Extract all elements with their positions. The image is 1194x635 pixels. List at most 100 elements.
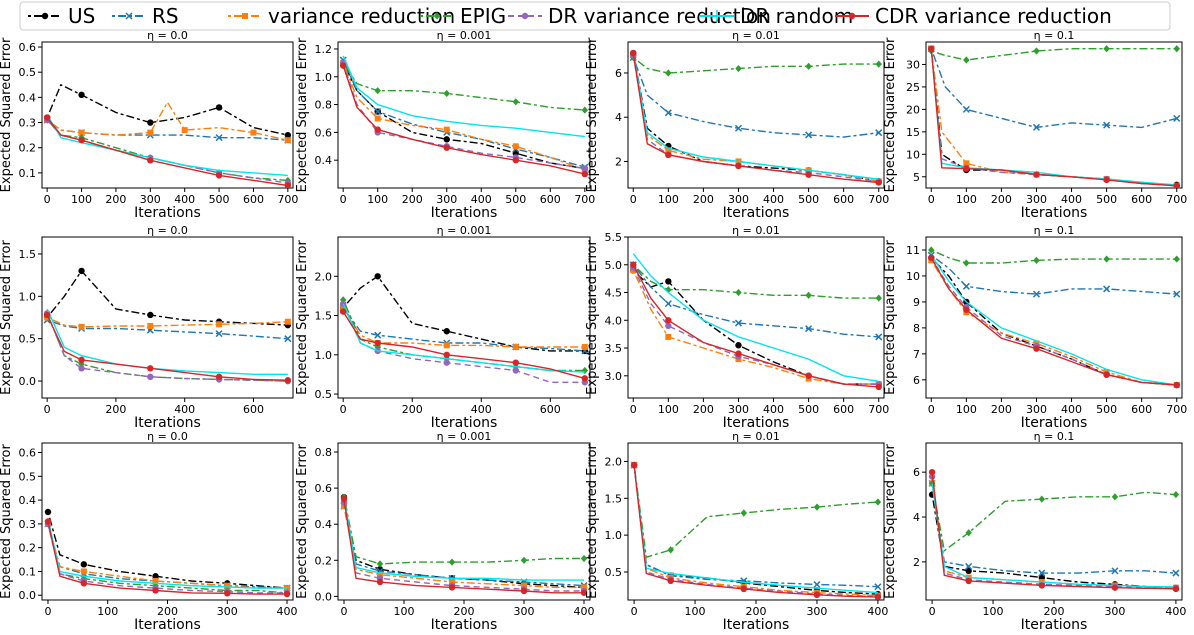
series-line [344, 497, 584, 564]
data-point [513, 359, 519, 365]
series-line [47, 115, 288, 175]
data-point [875, 498, 881, 505]
series-line [931, 258, 1176, 385]
data-point [147, 323, 153, 329]
panel-title: η = 0.01 [732, 29, 780, 42]
y-tick-label: 7 [913, 348, 920, 361]
series-epig [929, 480, 1179, 551]
y-tick-label: 0.3 [19, 518, 37, 531]
y-tick-label: 5.5 [605, 231, 623, 244]
plot-frame [42, 443, 293, 600]
series-line [343, 56, 585, 137]
data-point [374, 273, 380, 279]
legend-marker [522, 13, 528, 19]
data-point [741, 586, 747, 592]
x-axis-label: Iterations [431, 617, 498, 631]
data-point [965, 578, 971, 584]
data-point [374, 126, 380, 132]
x-tick-label: 600 [243, 193, 264, 206]
y-tick-label: 4 [615, 111, 622, 124]
data-point [1033, 47, 1039, 54]
data-point [444, 144, 450, 150]
y-tick-label: 0.2 [19, 542, 37, 555]
data-point [1174, 382, 1180, 388]
data-point [377, 579, 383, 585]
x-tick-label: 0 [929, 605, 936, 618]
data-point [444, 127, 450, 133]
series-line [343, 276, 585, 351]
series-line [47, 118, 288, 186]
plot-frame [926, 237, 1182, 398]
x-axis-label: Iterations [134, 415, 201, 431]
x-tick-label: 0 [630, 403, 637, 416]
data-point [152, 587, 158, 593]
y-tick-label: 1.0 [19, 290, 37, 303]
data-point [285, 319, 291, 325]
series-line [932, 483, 1176, 573]
x-tick-label: 500 [1096, 193, 1117, 206]
x-tick-label: 200 [402, 403, 423, 416]
y-tick-label: 0.4 [315, 154, 333, 167]
series-epig [340, 59, 588, 113]
series-rs [631, 462, 881, 590]
data-point [449, 559, 455, 566]
y-tick-label: 0.0 [19, 375, 37, 388]
series-epig [341, 494, 587, 568]
panels: η = 0.00 100 200 300 400 500 600 7000.10.20.30.… [0, 29, 1187, 631]
data-point [521, 588, 527, 594]
series-line [47, 120, 288, 183]
panel-1-1: η = 0.00 100 200 300 400 500 600 7000.10.20.30.… [0, 29, 298, 221]
legend-label: EPIG [460, 4, 506, 28]
series-us [928, 255, 1180, 389]
x-tick-label: 100 [367, 193, 388, 206]
data-point [1173, 586, 1179, 592]
y-tick-label: 4 [913, 511, 920, 524]
data-point [928, 46, 934, 52]
x-tick-label: 0 [631, 605, 638, 618]
series-epig [44, 310, 291, 385]
y-axis-label: Expected Squared Error [883, 444, 898, 599]
y-tick-label: 0.2 [315, 554, 333, 567]
data-point [875, 594, 881, 600]
y-tick-label: 1.5 [315, 310, 333, 323]
y-tick-label: 1.5 [605, 492, 623, 505]
data-point [735, 65, 741, 72]
x-tick-label: 100 [956, 403, 977, 416]
x-axis-label: Iterations [1021, 617, 1088, 631]
data-point [1112, 493, 1118, 500]
y-tick-label: 2 [615, 155, 622, 168]
y-axis-label: Expected Squared Error [0, 444, 14, 599]
series-group [44, 85, 291, 189]
data-point [805, 373, 811, 379]
series-line [47, 271, 288, 325]
data-point [216, 321, 222, 327]
y-axis-label: Expected Squared Error [295, 240, 310, 395]
data-point [147, 374, 153, 380]
series-group [929, 469, 1179, 592]
y-tick-label: 5.0 [605, 259, 623, 272]
legend-label: US [68, 4, 95, 28]
panel-title: η = 0.1 [1034, 29, 1075, 42]
data-point [735, 289, 741, 296]
series-dr-random [634, 465, 878, 592]
data-point [667, 578, 673, 584]
x-axis-label: Iterations [431, 205, 498, 221]
data-point [216, 172, 222, 178]
panel-2-1: η = 0.00 200 400 6000.00.51.01.5IterationsE… [0, 224, 293, 431]
y-tick-label: 0.2 [19, 142, 37, 155]
data-point [81, 580, 87, 586]
y-tick-label: 0.8 [315, 99, 333, 112]
data-point [444, 328, 450, 334]
y-axis-label: Expected Squared Error [585, 240, 600, 395]
y-axis-label: Expected Squared Error [0, 37, 14, 192]
series-cdr-variance-reduction [341, 496, 587, 596]
data-point [1039, 495, 1045, 502]
x-tick-label: 300 [1104, 605, 1125, 618]
data-point [876, 384, 882, 390]
x-tick-label: 600 [833, 403, 854, 416]
series-cdr-variance-reduction [928, 255, 1180, 389]
series-line [633, 58, 878, 138]
panel-2-4: η = 0.10 100 200 300 400 500 600 70067891011Ite… [883, 224, 1187, 431]
data-point [630, 262, 636, 268]
y-tick-label: 5 [913, 171, 920, 184]
